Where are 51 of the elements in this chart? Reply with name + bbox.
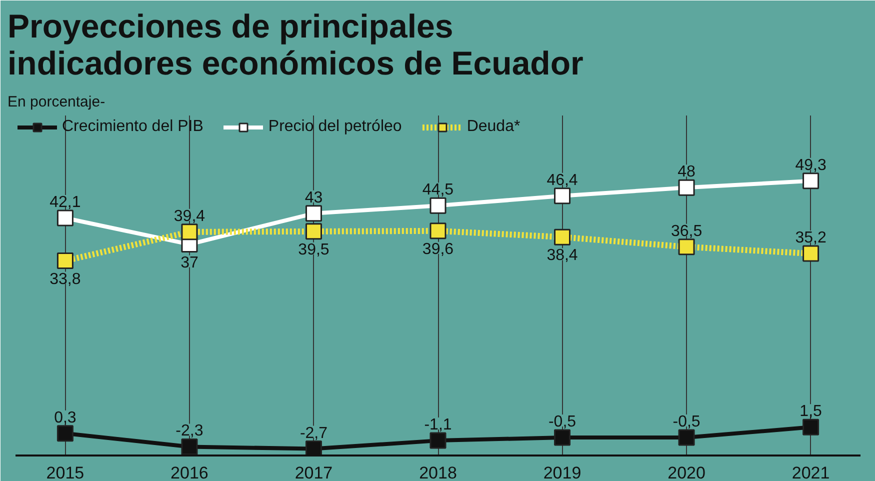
point bbox=[181, 224, 198, 240]
point bbox=[430, 432, 446, 449]
point bbox=[430, 222, 446, 240]
point bbox=[554, 228, 571, 246]
point bbox=[305, 223, 322, 240]
data-label: -0,5 bbox=[672, 413, 700, 430]
chart-title: Proyecciones de principales indicadores económicos de Ecuador bbox=[8, 8, 584, 82]
data-label: 39,4 bbox=[174, 208, 206, 225]
point bbox=[802, 245, 820, 262]
data-label: 46,4 bbox=[546, 172, 578, 189]
data-label: -2,3 bbox=[176, 422, 204, 440]
data-label: 37 bbox=[180, 254, 198, 272]
data-label: 43 bbox=[304, 189, 323, 206]
data-label: -0,5 bbox=[548, 413, 576, 430]
x-tick-label: 2016 bbox=[170, 464, 208, 481]
point bbox=[678, 179, 695, 196]
data-label: -1,1 bbox=[424, 416, 452, 434]
data-label: 49,3 bbox=[795, 156, 826, 174]
point bbox=[554, 188, 571, 204]
point bbox=[305, 440, 322, 456]
data-label: 0,3 bbox=[54, 409, 76, 426]
point bbox=[56, 252, 74, 270]
point bbox=[430, 197, 446, 214]
point bbox=[305, 205, 322, 222]
data-label: 39,6 bbox=[422, 240, 454, 258]
point bbox=[802, 172, 820, 190]
point bbox=[678, 429, 695, 446]
point bbox=[56, 425, 74, 442]
point bbox=[56, 210, 74, 226]
legend-label: Deuda* bbox=[466, 118, 520, 136]
data-label: 35,2 bbox=[795, 230, 826, 247]
x-tick-label: 2015 bbox=[46, 464, 84, 481]
x-tick-label: 2021 bbox=[792, 464, 830, 481]
data-label: 33,8 bbox=[50, 270, 81, 288]
data-label: 38,4 bbox=[546, 247, 578, 264]
data-label: 48 bbox=[678, 164, 696, 181]
point bbox=[181, 438, 198, 455]
data-label: 36,5 bbox=[670, 222, 702, 240]
point bbox=[554, 429, 571, 446]
data-label: 39,5 bbox=[298, 241, 330, 258]
data-label: 44,5 bbox=[422, 182, 454, 199]
x-tick-label: 2017 bbox=[294, 464, 333, 481]
x-tick-label: 2019 bbox=[543, 464, 582, 481]
chart-subtitle: En porcentaje- bbox=[8, 94, 106, 110]
data-label: 1,5 bbox=[800, 403, 822, 420]
point bbox=[802, 418, 820, 436]
data-label: -2,7 bbox=[300, 424, 328, 442]
x-tick-label: 2018 bbox=[419, 464, 457, 481]
point bbox=[678, 238, 695, 256]
data-label: 42,1 bbox=[50, 194, 81, 212]
x-tick-label: 2020 bbox=[668, 464, 706, 481]
